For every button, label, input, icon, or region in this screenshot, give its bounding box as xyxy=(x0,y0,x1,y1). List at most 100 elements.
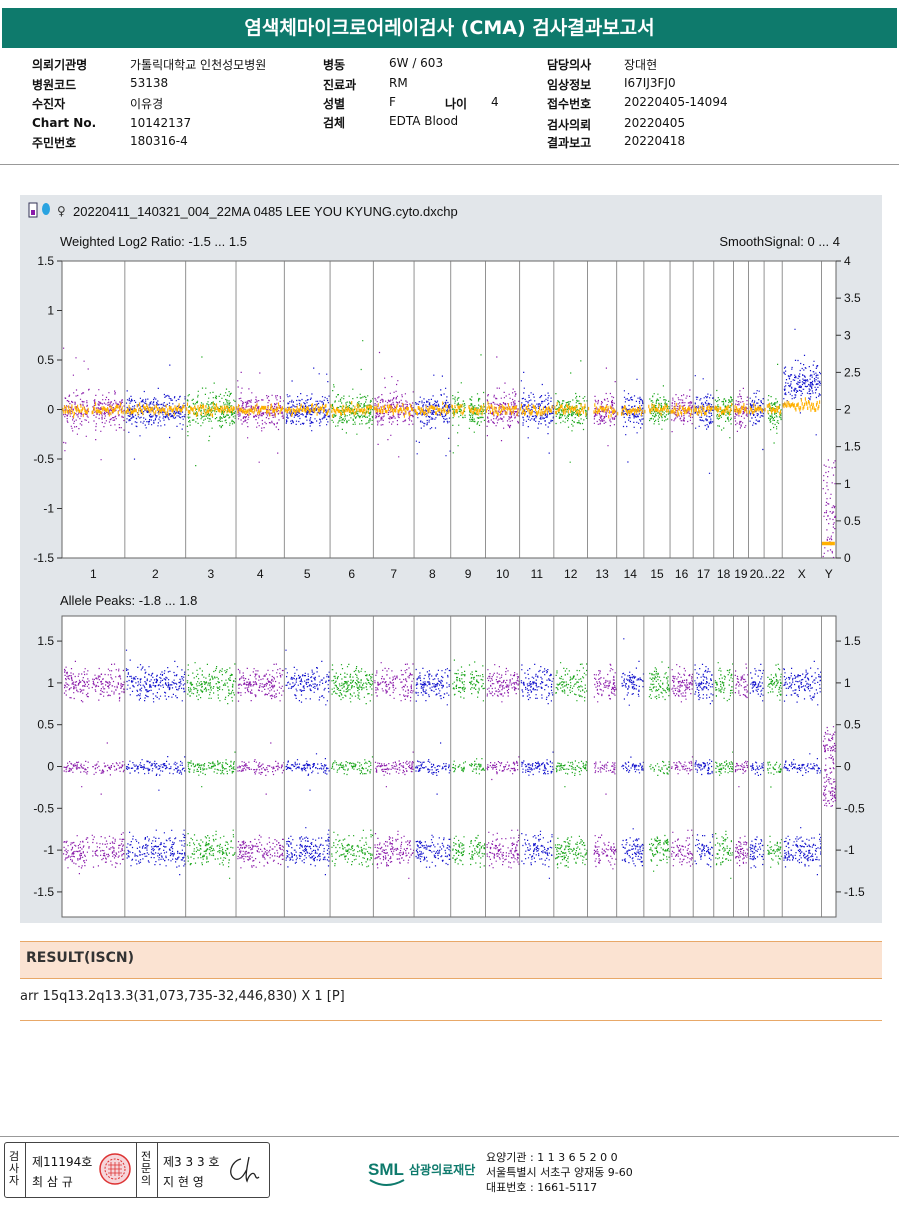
logo-org-name: 삼광의료재단 xyxy=(409,1162,475,1177)
log2-panel-chr-1-dots xyxy=(63,347,125,461)
allele-panel-chr-19 xyxy=(734,663,749,867)
log2-panel-smooth-chr-Y xyxy=(821,541,835,546)
chromosome-label-5: 5 xyxy=(304,567,311,581)
sample-file-icon-fill xyxy=(31,210,35,215)
allele-panel-chr-14-dots xyxy=(621,638,645,867)
droplet-icon xyxy=(42,203,50,215)
chromosome-label-9: 9 xyxy=(465,567,472,581)
panel1-title: Weighted Log2 Ratio: -1.5 ... 1.5 xyxy=(60,234,247,249)
info-value-patient: 이유경 xyxy=(130,97,164,111)
allele-panel-ytick-label: 0.5 xyxy=(37,718,54,732)
allele-panel-chr-8 xyxy=(415,667,451,868)
allele-panel-points xyxy=(63,638,836,879)
log2-panel-smooth-chr-18 xyxy=(714,402,733,418)
plot-area: 1.510.50-0.5-1-1.543.532.521.510.501 2 3 4 5… xyxy=(33,254,865,918)
log2-panel-chr-5 xyxy=(284,367,330,432)
log2-panel-y2tick-label: 3 xyxy=(844,328,851,342)
log2-panel-ytick-label: -0.5 xyxy=(33,452,54,466)
log2-panel-y2tick-label: 1.5 xyxy=(844,440,861,454)
female-icon: ♀ xyxy=(57,204,66,218)
allele-panel-chr-...22 xyxy=(767,663,783,868)
allele-panel-ytick-label: -0.5 xyxy=(33,801,54,815)
log2-panel-y2tick-label: 1 xyxy=(844,477,851,491)
chromosome-label-19: 19 xyxy=(734,567,748,581)
log2-panel-smooth-chr-19 xyxy=(733,403,748,415)
log2-panel-y2tick-label: 0.5 xyxy=(844,514,861,528)
chromosome-label-Y: Y xyxy=(825,567,833,581)
allele-panel-chr-9-dots xyxy=(452,659,486,868)
log2-panel-smooth-chr-X xyxy=(782,397,821,412)
info-value-id-number: 180316-4 xyxy=(130,134,188,148)
log2-panel-chr-9 xyxy=(451,354,486,454)
info-label-age: 나이 xyxy=(445,97,468,111)
chromosome-label-2: 2 xyxy=(152,567,159,581)
patient-info: 의뢰기관명 가톨릭대학교 인천성모병원 병원코드 53138 수진자 이유경 C… xyxy=(0,52,899,165)
sign2-name: 지 현 영 xyxy=(163,1175,204,1189)
log2-panel-chr-7 xyxy=(373,351,414,458)
footer-divider xyxy=(0,1136,899,1137)
log2-panel-y2tick-label: 2.5 xyxy=(844,365,861,379)
log2-panel-smooth-chr-2 xyxy=(125,402,185,417)
log2-panel-chr-19 xyxy=(733,387,748,432)
allele-panel-chr-Y-dots xyxy=(822,726,836,807)
seal-stamp-icon xyxy=(99,1153,131,1185)
chromosome-label-17: 17 xyxy=(697,567,711,581)
file-name: 20220411_140321_004_22MA 0485 LEE YOU KY… xyxy=(73,204,458,219)
info-value-chart-no: 10142137 xyxy=(130,116,192,130)
allele-panel-chr-10 xyxy=(486,664,520,869)
allele-panel-chr-7-dots xyxy=(374,662,415,879)
allele-panel-chr-2 xyxy=(125,649,186,876)
allele-panel-y2tick-label: 1 xyxy=(844,676,851,690)
info-label-accession: 접수번호 xyxy=(547,97,592,111)
log2-panel-chr-8 xyxy=(414,374,451,457)
cma-chart-frame: ♀ 20220411_140321_004_22MA 0485 LEE YOU … xyxy=(20,195,882,923)
info-value-report-date: 20220418 xyxy=(624,134,686,148)
log2-panel-ytick-label: -1 xyxy=(43,502,54,516)
allele-panel-chr-19-dots xyxy=(734,663,749,867)
info-label-specimen: 검체 xyxy=(323,116,346,130)
log2-panel-chr-2 xyxy=(125,364,186,460)
allele-panel-chr-11-dots xyxy=(520,663,554,879)
info-label-sex: 성별 xyxy=(323,97,346,111)
log2-panel-chr-17-dots xyxy=(694,375,714,474)
allele-panel-chr-9 xyxy=(452,659,486,868)
chromosome-label-X: X xyxy=(798,567,806,581)
allele-panel-ytick-label: -1.5 xyxy=(33,885,54,899)
info-label-patient: 수진자 xyxy=(32,97,66,111)
log2-panel-smooth-chr-1 xyxy=(62,402,124,418)
log2-panel-smooth-chr-14 xyxy=(617,405,643,416)
log2-panel-chr-14 xyxy=(617,378,644,463)
info-label-department: 진료과 xyxy=(323,78,357,92)
log2-panel-y2tick-label: 0 xyxy=(844,551,851,565)
log2-panel-ytick-label: 0 xyxy=(47,403,54,417)
log2-panel-chr-3 xyxy=(186,356,236,467)
sign2-vertical-label: 전문의 xyxy=(140,1150,152,1187)
info-value-accession: 20220405-14094 xyxy=(624,95,728,109)
log2-panel-chr-4 xyxy=(236,371,285,463)
log2-panel-ytick-label: -1.5 xyxy=(33,551,54,565)
allele-panel-y2tick-label: -1.5 xyxy=(844,885,865,899)
chromosome-label-14: 14 xyxy=(624,567,638,581)
allele-panel-y2tick-label: 0 xyxy=(844,760,851,774)
allele-panel-chr-...22-dots xyxy=(767,663,783,868)
log2-panel-chr-9-dots xyxy=(451,354,486,454)
signature-box: 검사자 제11194호 최 삼 규 전문의 제3 3 3 호 지 현 영 xyxy=(4,1142,270,1198)
panel2-title: Allele Peaks: -1.8 ... 1.8 xyxy=(60,593,197,608)
info-value-clinical-info: I67IJ3FJ0 xyxy=(624,76,676,90)
info-value-doctor: 장대현 xyxy=(624,58,658,72)
allele-panel-chr-20 xyxy=(749,663,765,869)
log2-panel-chr-17 xyxy=(693,375,714,474)
log2-panel-smooth-chr-13 xyxy=(588,403,616,419)
chromosome-label-3: 3 xyxy=(208,567,215,581)
info-value-sex: F xyxy=(389,95,396,109)
log2-panel-smooth-chr-12 xyxy=(554,401,587,417)
log2-panel-smooth-chr-8 xyxy=(414,401,450,416)
log2-panel-chr-X xyxy=(782,328,822,436)
allele-panel-ytick-label: -1 xyxy=(43,843,54,857)
log2-panel-smooth-chr-9 xyxy=(451,404,485,417)
chromosome-label-...22: ...22 xyxy=(761,567,785,581)
sign-divider xyxy=(136,1143,137,1197)
log2-panel-chr-Y xyxy=(821,459,836,558)
allele-panel-chr-13 xyxy=(593,663,617,870)
address: 서울특별시 서초구 양재동 9-60 xyxy=(486,1166,633,1179)
